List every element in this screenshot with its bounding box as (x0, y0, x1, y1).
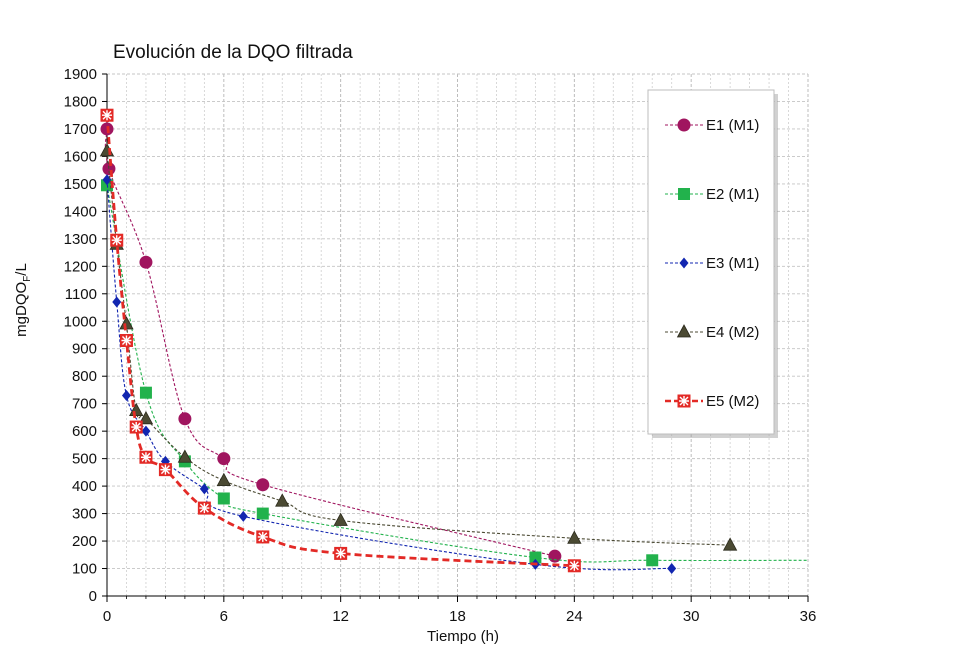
series-3 (102, 174, 677, 575)
data-point (112, 296, 122, 308)
y-tick-label: 1900 (64, 66, 97, 83)
x-tick-label: 30 (683, 608, 700, 625)
legend-item: E2 (M1) (665, 186, 759, 203)
x-tick-label: 0 (103, 608, 111, 625)
data-point (256, 507, 269, 520)
data-point (139, 255, 153, 269)
data-point (100, 108, 114, 122)
data-point (177, 449, 193, 463)
y-tick-label: 400 (72, 478, 97, 495)
y-tick-label: 1600 (64, 148, 97, 165)
y-tick-label: 100 (72, 561, 97, 578)
data-point (139, 450, 153, 464)
legend: E1 (M1) E2 (M1) E3 (M1) E4 (M2) E5 (M2) (647, 89, 778, 438)
x-tick-label: 18 (449, 608, 466, 625)
legend-label: E2 (M1) (706, 186, 759, 203)
data-point (199, 483, 209, 495)
y-tick-label: 500 (72, 451, 97, 468)
grid (107, 73, 809, 596)
y-tick-label: 1700 (64, 121, 97, 138)
legend-label: E1 (M1) (706, 117, 759, 134)
data-point (197, 501, 211, 515)
y-tick-label: 1400 (64, 203, 97, 220)
x-tick-label: 36 (800, 608, 817, 625)
chart-title: Evolución de la DQO filtrada (113, 42, 353, 63)
legend-label: E4 (M2) (706, 324, 759, 341)
series-line (106, 179, 672, 571)
x-axis-label: Tiempo (h) (427, 628, 499, 645)
data-point (129, 420, 143, 434)
data-point (119, 333, 133, 347)
data-point (216, 472, 232, 487)
data-point (141, 425, 151, 437)
series-5 (100, 108, 581, 573)
series-line (104, 128, 555, 557)
y-tick-label: 200 (72, 533, 97, 550)
y-tick-label: 1800 (64, 93, 97, 110)
legend-item: E3 (M1) (665, 255, 759, 272)
x-tick-label: 12 (332, 608, 349, 625)
y-tick-label: 1300 (64, 231, 97, 248)
data-point (667, 563, 677, 575)
y-tick-label: 700 (72, 396, 97, 413)
y-axis-label: mgDQOF/L (13, 263, 33, 337)
legend-marker (679, 257, 689, 269)
data-point (217, 452, 231, 466)
series-layer (99, 108, 809, 575)
data-point (139, 386, 152, 399)
data-point (99, 143, 115, 157)
y-axis-label-main: mgDQO (13, 282, 30, 337)
data-point (217, 492, 230, 505)
legend-marker (678, 188, 690, 200)
legend-marker (676, 324, 692, 338)
y-axis-label-tail: /L (13, 263, 30, 276)
data-point (158, 463, 172, 477)
data-point (110, 233, 124, 247)
data-point (238, 510, 248, 522)
legend-label: E3 (M1) (706, 255, 759, 272)
y-tick-label: 300 (72, 506, 97, 523)
x-tick-label: 6 (220, 608, 228, 625)
x-tick-label: 24 (566, 608, 583, 625)
data-point (567, 559, 581, 573)
series-1 (100, 122, 562, 563)
series-line (105, 115, 575, 568)
data-point (129, 402, 144, 416)
legend-box (647, 89, 775, 435)
y-axis-label-sub: F (22, 276, 33, 282)
data-point (722, 537, 738, 551)
data-point (529, 551, 542, 564)
y-tick-label: 1500 (64, 176, 97, 193)
y-tick-label: 1100 (65, 286, 97, 303)
legend-label: E5 (M2) (706, 393, 759, 410)
y-tick-label: 0 (89, 588, 97, 605)
y-tick-label: 800 (72, 368, 97, 385)
legend-item: E4 (M2) (665, 324, 759, 341)
data-point (567, 530, 582, 544)
y-tick-label: 900 (72, 341, 97, 358)
data-point (275, 493, 290, 507)
y-tick-label: 600 (72, 423, 97, 440)
data-point (334, 546, 348, 560)
legend-marker (677, 118, 691, 132)
data-point (646, 554, 659, 567)
legend-item: E5 (M2) (665, 393, 759, 410)
data-point (548, 549, 562, 563)
legend-marker (677, 394, 691, 408)
y-tick-label: 1200 (64, 258, 97, 275)
legend-item: E1 (M1) (665, 117, 759, 134)
data-point (333, 512, 348, 526)
data-point (121, 389, 131, 401)
data-point (178, 412, 192, 426)
data-point (256, 530, 270, 544)
data-point (256, 478, 270, 492)
y-tick-label: 1000 (64, 313, 97, 330)
